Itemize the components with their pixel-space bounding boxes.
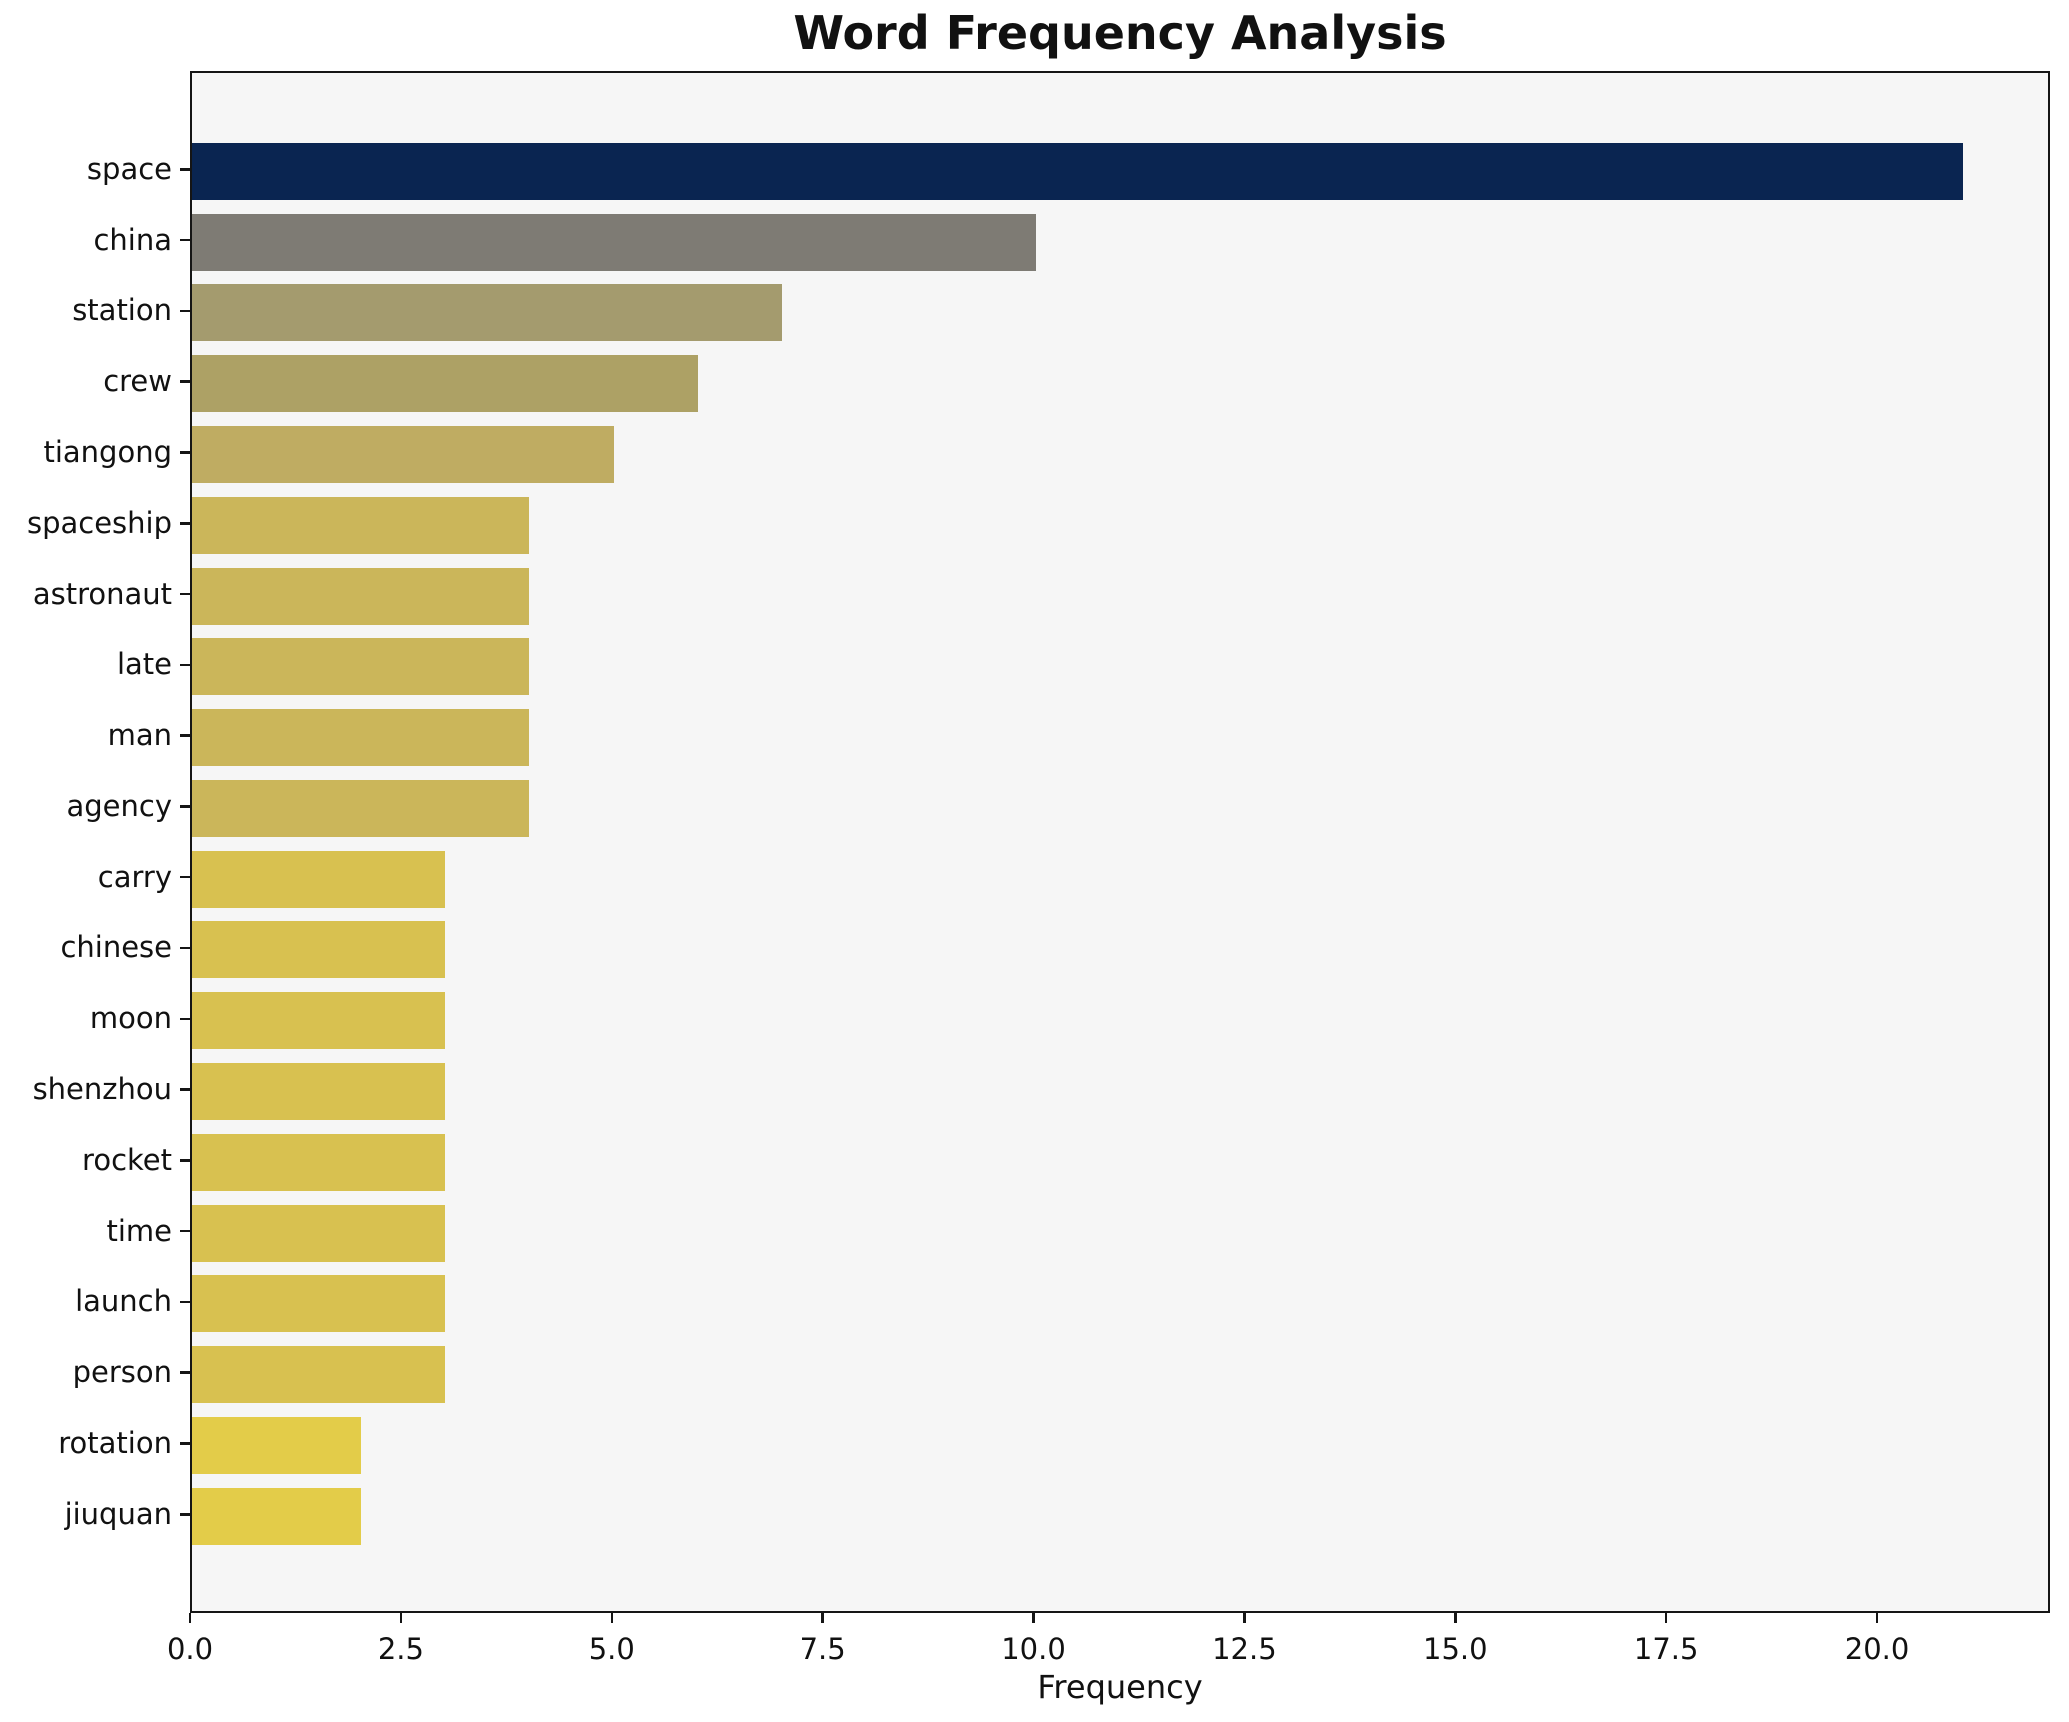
- y-tick-label: late: [116, 647, 172, 682]
- plot-area: [190, 71, 2050, 1613]
- bar-spaceship: [192, 496, 530, 554]
- bar-jiuquan: [192, 1487, 361, 1545]
- y-tick: [180, 309, 190, 313]
- y-tick: [180, 1159, 190, 1162]
- bar-station: [192, 284, 783, 342]
- y-tick-label: rocket: [82, 1142, 172, 1177]
- bar-shenzhou: [192, 1063, 446, 1121]
- x-tick-label: 12.5: [1212, 1632, 1277, 1666]
- y-tick-label: tiangong: [43, 434, 172, 469]
- y-tick-label: jiuquan: [64, 1496, 172, 1531]
- y-tick-label: person: [72, 1355, 172, 1390]
- x-tick: [1032, 1613, 1035, 1623]
- x-tick-label: 0.0: [166, 1632, 214, 1666]
- x-tick-label: 10.0: [1001, 1632, 1066, 1666]
- x-tick: [1875, 1613, 1879, 1623]
- x-tick: [610, 1613, 614, 1623]
- chart-title: Word Frequency Analysis: [793, 6, 1447, 60]
- bar-carry: [192, 850, 446, 908]
- x-tick-label: 20.0: [1844, 1632, 1910, 1666]
- y-tick-label: space: [86, 151, 172, 186]
- bar-tiangong: [192, 425, 614, 483]
- y-tick: [180, 1300, 190, 1304]
- bar-chinese: [192, 921, 446, 979]
- bar-person: [192, 1346, 446, 1404]
- bar-rocket: [192, 1133, 446, 1191]
- bar-china: [192, 213, 1036, 271]
- bar-man: [192, 709, 530, 767]
- y-tick: [180, 805, 190, 808]
- y-tick: [180, 168, 190, 171]
- bar-moon: [192, 992, 446, 1050]
- bar-space: [192, 142, 1964, 200]
- x-tick-label: 7.5: [799, 1632, 846, 1666]
- y-tick-label: shenzhou: [32, 1072, 172, 1107]
- bar-late: [192, 638, 530, 696]
- x-tick: [1243, 1613, 1246, 1623]
- x-tick-label: 2.5: [377, 1632, 424, 1666]
- x-tick-label: 5.0: [588, 1632, 635, 1666]
- y-tick: [180, 1229, 190, 1233]
- y-tick-label: man: [107, 718, 172, 753]
- y-tick: [180, 1371, 190, 1374]
- y-tick-label: launch: [75, 1284, 172, 1319]
- y-tick: [180, 522, 190, 525]
- y-tick-label: china: [93, 222, 172, 257]
- bar-agency: [192, 779, 530, 837]
- bar-rotation: [192, 1417, 361, 1475]
- y-tick: [180, 451, 190, 454]
- bar-crew: [192, 355, 699, 413]
- x-tick-label: 17.5: [1633, 1632, 1699, 1666]
- y-tick-label: moon: [89, 1001, 172, 1036]
- y-tick-label: astronaut: [32, 576, 172, 611]
- y-tick: [180, 1088, 190, 1091]
- y-tick-label: station: [72, 293, 172, 328]
- x-tick: [1664, 1613, 1668, 1623]
- y-tick-label: agency: [66, 788, 172, 823]
- bar-astronaut: [192, 567, 530, 625]
- y-tick: [180, 1017, 190, 1021]
- y-tick-label: carry: [97, 859, 172, 894]
- y-tick: [180, 663, 190, 667]
- x-tick: [399, 1613, 403, 1623]
- y-tick-label: spaceship: [26, 505, 172, 540]
- x-axis-label: Frequency: [1037, 1668, 1203, 1706]
- y-tick: [180, 592, 190, 596]
- x-tick: [821, 1613, 824, 1623]
- y-tick: [180, 734, 190, 737]
- bar-time: [192, 1204, 446, 1262]
- y-tick: [180, 238, 190, 242]
- x-tick: [188, 1613, 192, 1623]
- y-tick-label: crew: [103, 364, 172, 399]
- y-tick-label: chinese: [60, 930, 172, 965]
- y-tick: [180, 875, 190, 879]
- y-tick: [180, 1442, 190, 1445]
- y-tick-label: time: [106, 1213, 172, 1248]
- y-tick-label: rotation: [58, 1426, 172, 1461]
- y-tick: [180, 380, 190, 383]
- y-tick: [180, 1513, 190, 1516]
- x-tick-label: 15.0: [1423, 1632, 1488, 1666]
- bar-launch: [192, 1275, 446, 1333]
- y-tick: [180, 946, 190, 950]
- x-tick: [1454, 1613, 1457, 1623]
